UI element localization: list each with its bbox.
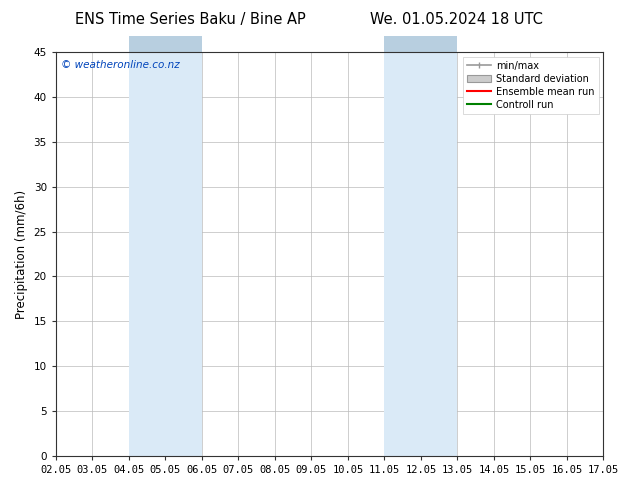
- Legend: min/max, Standard deviation, Ensemble mean run, Controll run: min/max, Standard deviation, Ensemble me…: [463, 57, 598, 114]
- Bar: [129, 36, 202, 52]
- Text: ENS Time Series Baku / Bine AP: ENS Time Series Baku / Bine AP: [75, 12, 306, 27]
- Bar: [384, 52, 457, 456]
- Text: We. 01.05.2024 18 UTC: We. 01.05.2024 18 UTC: [370, 12, 543, 27]
- Text: © weatheronline.co.nz: © weatheronline.co.nz: [61, 60, 180, 70]
- Bar: [129, 52, 202, 456]
- Y-axis label: Precipitation (mm/6h): Precipitation (mm/6h): [15, 190, 28, 318]
- Bar: [384, 36, 457, 52]
